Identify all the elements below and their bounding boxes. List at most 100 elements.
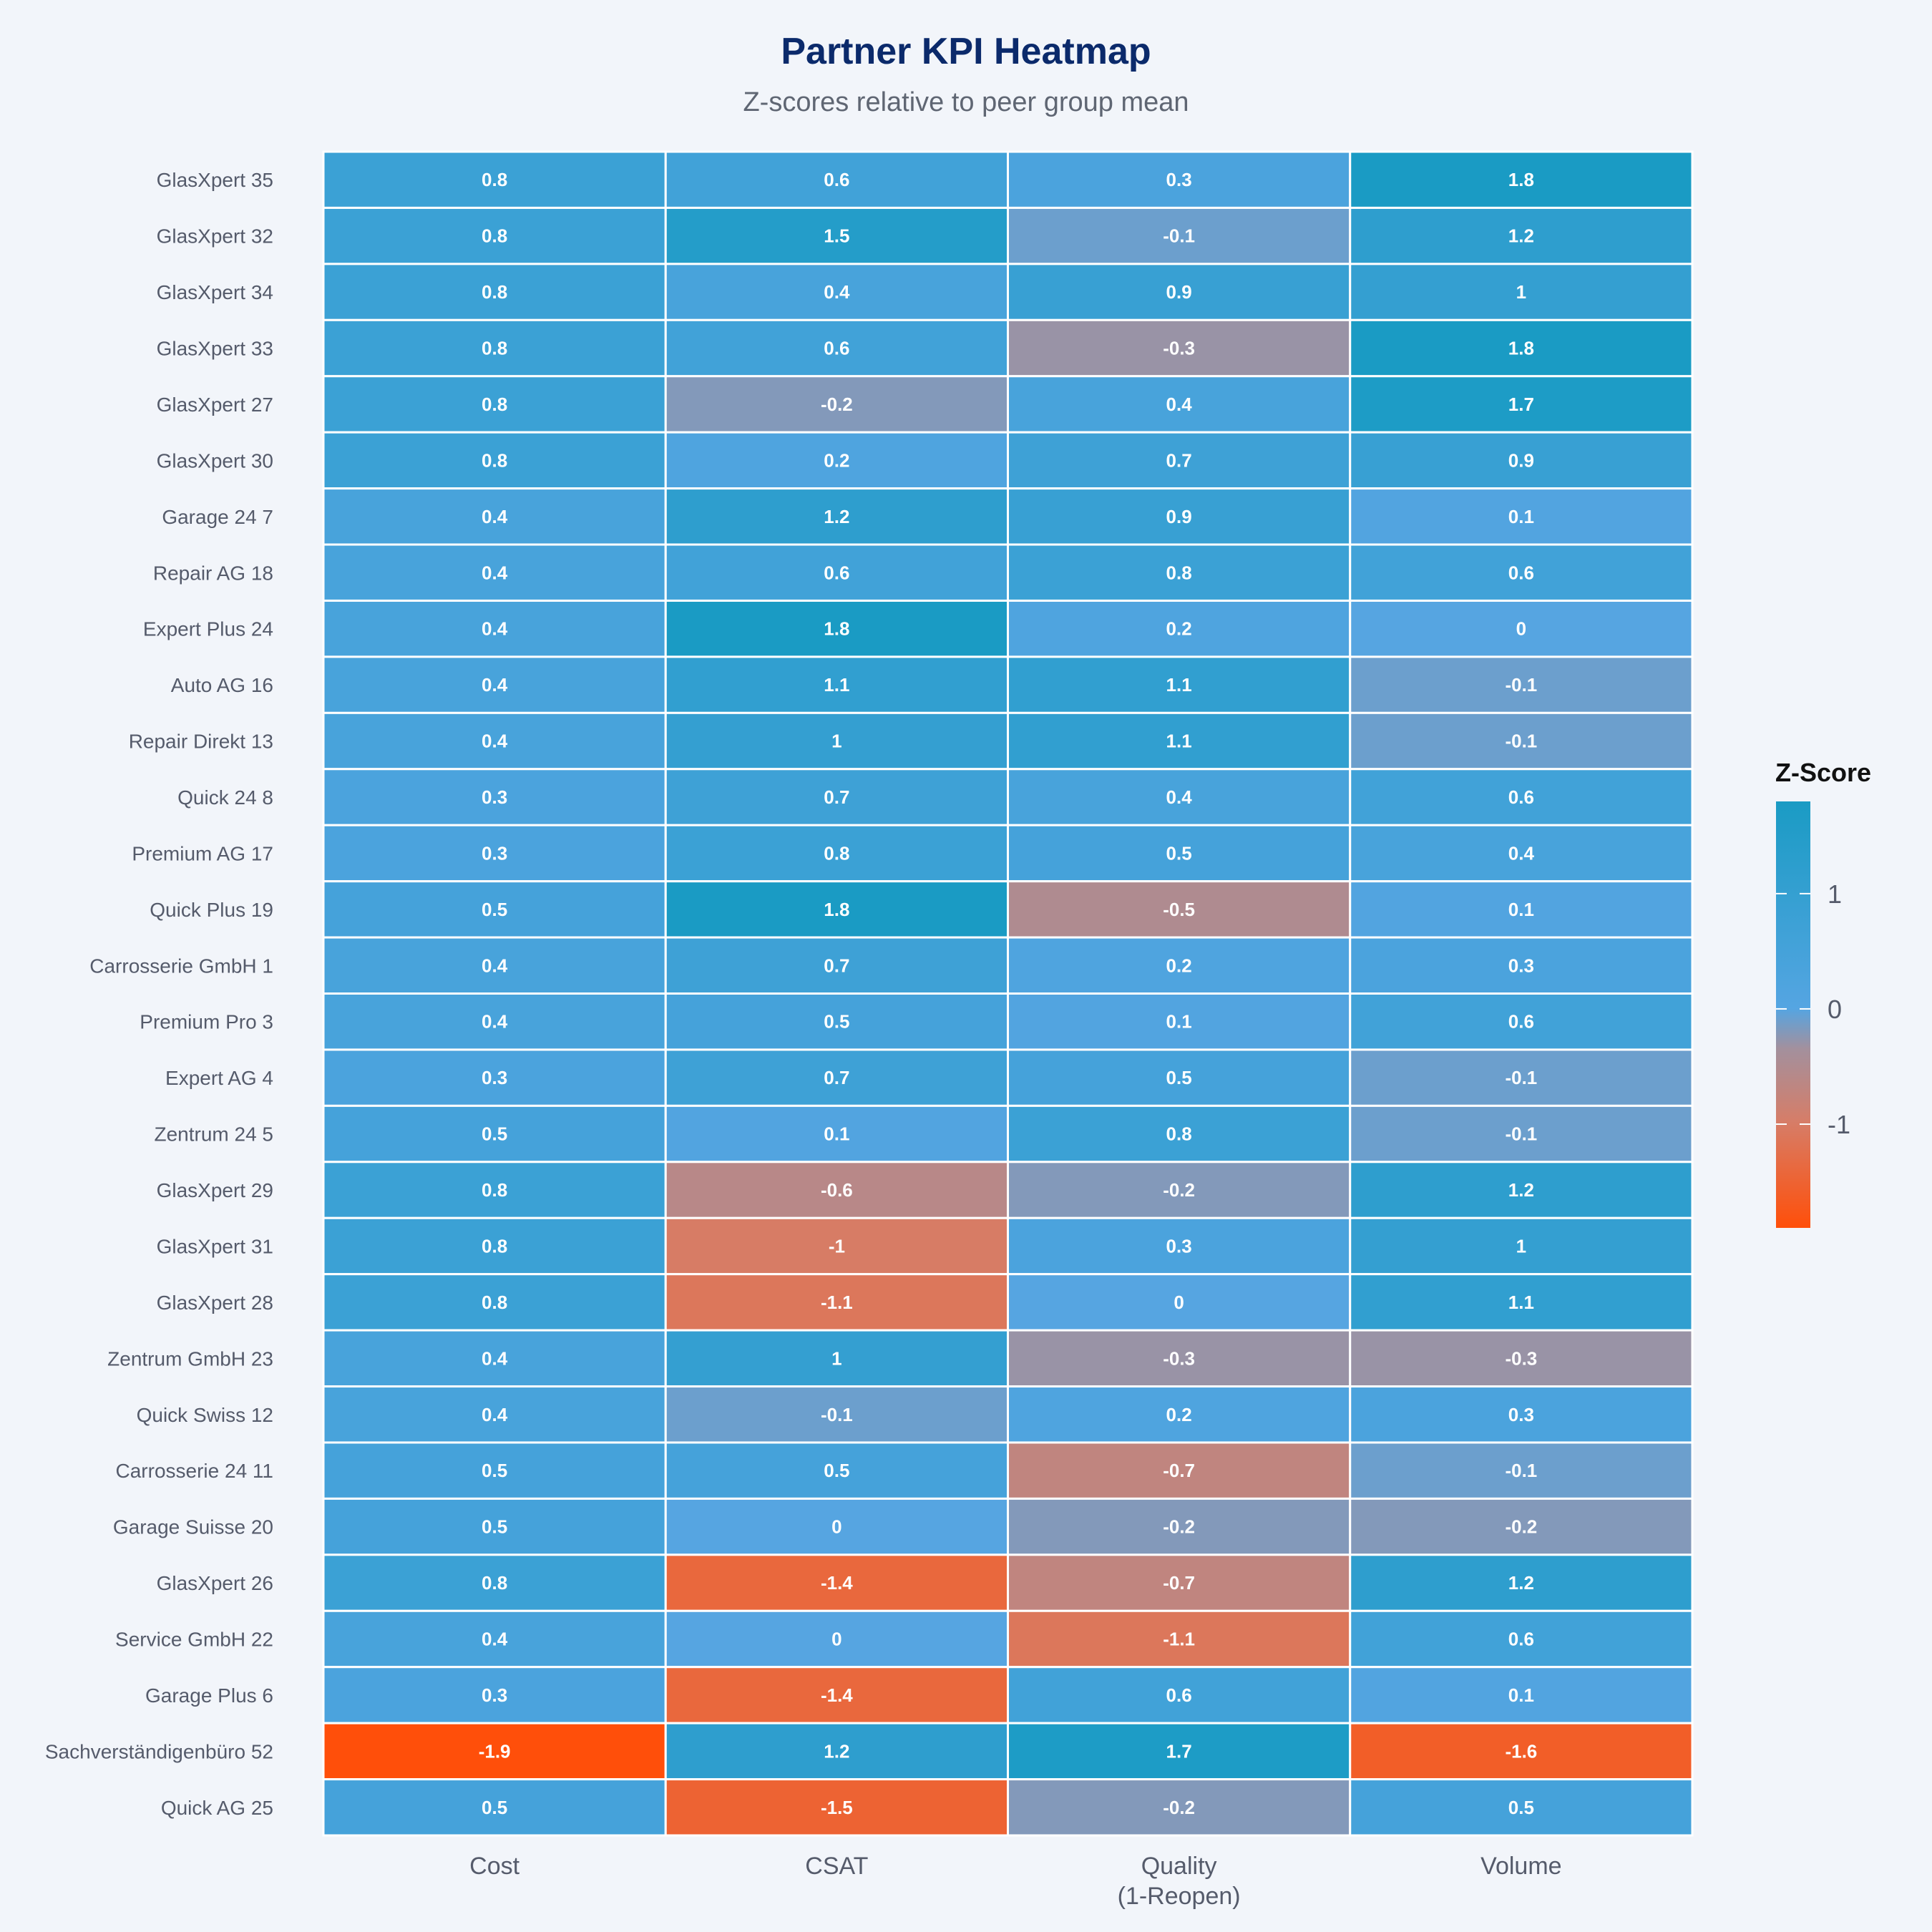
row-label: Expert AG 4 xyxy=(165,1067,273,1089)
row-label: GlasXpert 28 xyxy=(157,1292,273,1314)
heatmap-cell xyxy=(1349,1666,1694,1724)
cell-value-label: 1 xyxy=(1516,1235,1526,1257)
heatmap-cell xyxy=(664,318,1009,378)
cell-value-label: 1.1 xyxy=(1166,731,1192,752)
heatmap-cell xyxy=(1349,711,1694,771)
cell-value-label: 0.5 xyxy=(482,1460,507,1481)
row-label: Carrosserie 24 11 xyxy=(116,1460,273,1482)
heatmap-cell xyxy=(1007,431,1352,490)
heatmap-cell xyxy=(322,1441,667,1500)
cell-value-label: 0.3 xyxy=(1166,1235,1192,1257)
cell-value-label: -0.2 xyxy=(1505,1516,1537,1538)
heatmap-cell xyxy=(1349,543,1694,602)
heatmap-cell xyxy=(1007,599,1352,658)
cell-value-label: 0.6 xyxy=(1508,1628,1534,1649)
column-label: Volume xyxy=(1480,1853,1561,1880)
cell-value-label: 0.6 xyxy=(1508,562,1534,583)
cell-value-label: -1 xyxy=(829,1235,845,1257)
heatmap-cell xyxy=(664,1609,1009,1669)
cell-value-label: -0.1 xyxy=(1505,674,1537,696)
cell-value-label: -0.7 xyxy=(1163,1572,1195,1594)
row-label: Garage 24 7 xyxy=(162,506,273,528)
cell-value-label: 0.5 xyxy=(482,1797,507,1818)
cell-value-label: 0.4 xyxy=(824,281,850,303)
heatmap-cell xyxy=(1007,1104,1352,1163)
heatmap-cell xyxy=(322,318,667,378)
cell-value-label: -0.1 xyxy=(1163,225,1195,247)
heatmap-cell xyxy=(1007,1161,1352,1219)
cell-value-label: 0.4 xyxy=(1166,786,1193,808)
cell-value-label: 0.5 xyxy=(1508,1797,1534,1818)
cell-value-label: 0.8 xyxy=(482,1292,507,1313)
heatmap-cell xyxy=(1349,1329,1694,1388)
cell-value-label: 0.9 xyxy=(1166,506,1192,527)
cell-value-label: 0.5 xyxy=(824,1460,849,1481)
heatmap-cell xyxy=(322,824,667,883)
row-label: Garage Plus 6 xyxy=(145,1684,273,1707)
heatmap-cell xyxy=(322,992,667,1051)
cell-value-label: -0.5 xyxy=(1163,899,1195,920)
row-label: Zentrum GmbH 23 xyxy=(107,1347,273,1370)
heatmap-cell xyxy=(1007,543,1352,602)
row-label: GlasXpert 30 xyxy=(157,449,273,472)
row-label: Repair AG 18 xyxy=(153,562,273,584)
cell-value-label: -0.2 xyxy=(1163,1797,1195,1818)
heatmap-cell xyxy=(1349,768,1694,826)
cell-value-label: 0.5 xyxy=(1166,1067,1192,1088)
cell-value-label: 0.1 xyxy=(1166,1011,1192,1033)
colorbar-tick-label: 0 xyxy=(1828,995,1842,1024)
heatmap-cell xyxy=(1007,768,1352,826)
cell-value-label: 0.3 xyxy=(482,1067,507,1088)
heatmap-cell xyxy=(664,375,1009,434)
cell-value-label: 0.4 xyxy=(1166,394,1193,415)
row-label: GlasXpert 29 xyxy=(157,1179,273,1201)
colorbar: Z-Score 1 0 -1 xyxy=(1775,758,1871,1228)
cell-value-label: 0.5 xyxy=(482,1516,507,1538)
heatmap-cell xyxy=(664,1778,1009,1837)
cell-value-label: 0.5 xyxy=(482,899,507,920)
cell-value-label: 0.1 xyxy=(1508,1684,1534,1706)
cell-value-label: 0.7 xyxy=(824,955,849,976)
cell-value-label: 1.7 xyxy=(1508,394,1534,415)
cell-value-label: 0.6 xyxy=(1508,786,1534,808)
cell-value-label: -0.2 xyxy=(1163,1516,1195,1538)
cell-value-label: 1.2 xyxy=(1508,225,1534,247)
cell-value-label: -0.3 xyxy=(1163,338,1195,359)
heatmap-cell xyxy=(1007,1497,1352,1556)
cell-value-label: 0.3 xyxy=(1508,955,1534,976)
heatmap-cell xyxy=(1349,431,1694,490)
row-label: GlasXpert 31 xyxy=(157,1235,273,1257)
heatmap-cell xyxy=(1349,880,1694,939)
cell-value-label: 0.9 xyxy=(1508,449,1534,471)
cell-value-label: -1.4 xyxy=(821,1572,853,1594)
cell-value-label: 1.1 xyxy=(824,674,849,696)
cell-value-label: -0.1 xyxy=(1505,1123,1537,1145)
row-label: GlasXpert 27 xyxy=(157,394,273,416)
heatmap-cell xyxy=(664,1048,1009,1107)
heatmap-cell xyxy=(1349,1104,1694,1163)
heatmap-cell xyxy=(664,206,1009,265)
colorbar-gradient xyxy=(1776,801,1810,1228)
row-labels: GlasXpert 35 GlasXpert 32 GlasXpert 34 Glas… xyxy=(45,169,273,1819)
heatmap-cell xyxy=(1007,711,1352,771)
row-label: Sachverständigenbüro 52 xyxy=(45,1740,273,1762)
heatmap-cell xyxy=(664,936,1009,995)
column-label: Cost xyxy=(469,1853,519,1880)
cell-value-label: 1.8 xyxy=(824,618,849,640)
cell-value-label: 0.4 xyxy=(482,1628,508,1649)
heatmap-cell xyxy=(664,880,1009,939)
cell-value-label: 0.3 xyxy=(1166,169,1192,190)
heatmap-cell xyxy=(664,1666,1009,1724)
heatmap-cell xyxy=(664,992,1009,1051)
heatmap-cell xyxy=(1349,824,1694,883)
cell-value-label: 0.7 xyxy=(824,1067,849,1088)
heatmap-cell xyxy=(1349,487,1694,546)
cell-value-label: -0.6 xyxy=(821,1179,853,1201)
cell-value-label: 1.8 xyxy=(824,899,849,920)
heatmap-cell xyxy=(322,1497,667,1556)
cell-value-label: 0.8 xyxy=(482,1179,507,1201)
cell-value-label: -0.2 xyxy=(821,394,853,415)
cell-value-label: 0.4 xyxy=(482,955,508,976)
cell-value-label: 0.8 xyxy=(482,449,507,471)
heatmap-cell xyxy=(1007,1216,1352,1276)
